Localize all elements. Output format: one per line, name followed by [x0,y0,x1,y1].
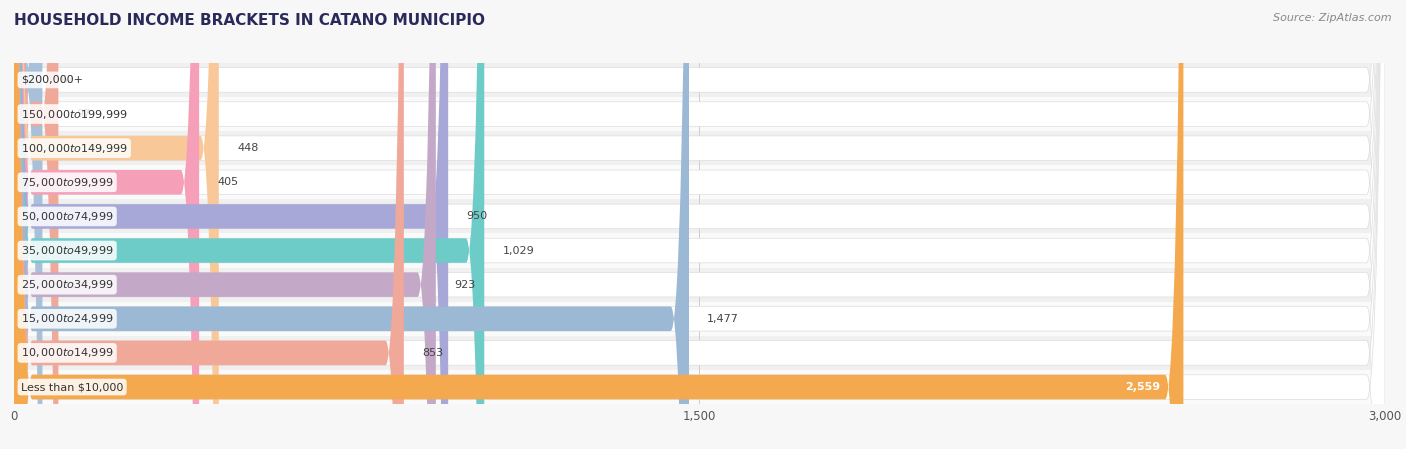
Text: 2,559: 2,559 [1125,382,1160,392]
Bar [14,97,1385,131]
Text: $200,000+: $200,000+ [21,75,83,85]
Bar [14,268,1385,302]
Text: $50,000 to $74,999: $50,000 to $74,999 [21,210,114,223]
FancyBboxPatch shape [14,0,59,449]
Text: 97: 97 [77,109,91,119]
Text: Less than $10,000: Less than $10,000 [21,382,124,392]
Text: 1,029: 1,029 [502,246,534,255]
Text: $15,000 to $24,999: $15,000 to $24,999 [21,313,114,325]
FancyBboxPatch shape [14,0,1184,449]
Text: $25,000 to $34,999: $25,000 to $34,999 [21,278,114,291]
FancyBboxPatch shape [14,0,219,449]
FancyBboxPatch shape [14,0,484,449]
FancyBboxPatch shape [14,0,1385,449]
Text: 62: 62 [60,75,75,85]
Text: 923: 923 [454,280,475,290]
Text: $35,000 to $49,999: $35,000 to $49,999 [21,244,114,257]
Bar [14,63,1385,97]
Bar [14,165,1385,199]
Text: 448: 448 [238,143,259,153]
Text: 853: 853 [422,348,443,358]
Bar [14,199,1385,233]
FancyBboxPatch shape [14,0,449,449]
FancyBboxPatch shape [14,0,1385,449]
FancyBboxPatch shape [14,0,1385,449]
FancyBboxPatch shape [14,0,1385,449]
Text: 405: 405 [218,177,239,187]
FancyBboxPatch shape [14,0,42,449]
FancyBboxPatch shape [14,0,1385,449]
FancyBboxPatch shape [14,0,436,449]
FancyBboxPatch shape [14,0,1385,449]
FancyBboxPatch shape [14,0,689,449]
Bar [14,233,1385,268]
Text: 950: 950 [467,211,488,221]
Bar [14,302,1385,336]
FancyBboxPatch shape [14,0,200,449]
FancyBboxPatch shape [14,0,404,449]
Text: $10,000 to $14,999: $10,000 to $14,999 [21,347,114,359]
FancyBboxPatch shape [14,0,1385,449]
FancyBboxPatch shape [14,0,1385,449]
FancyBboxPatch shape [14,0,1385,449]
Bar [14,336,1385,370]
Text: Source: ZipAtlas.com: Source: ZipAtlas.com [1274,13,1392,23]
Text: 1,477: 1,477 [707,314,740,324]
Text: $100,000 to $149,999: $100,000 to $149,999 [21,142,128,154]
Bar [14,370,1385,404]
Bar [14,131,1385,165]
Text: $75,000 to $99,999: $75,000 to $99,999 [21,176,114,189]
Text: HOUSEHOLD INCOME BRACKETS IN CATANO MUNICIPIO: HOUSEHOLD INCOME BRACKETS IN CATANO MUNI… [14,13,485,28]
FancyBboxPatch shape [14,0,1385,449]
Text: $150,000 to $199,999: $150,000 to $199,999 [21,108,128,120]
